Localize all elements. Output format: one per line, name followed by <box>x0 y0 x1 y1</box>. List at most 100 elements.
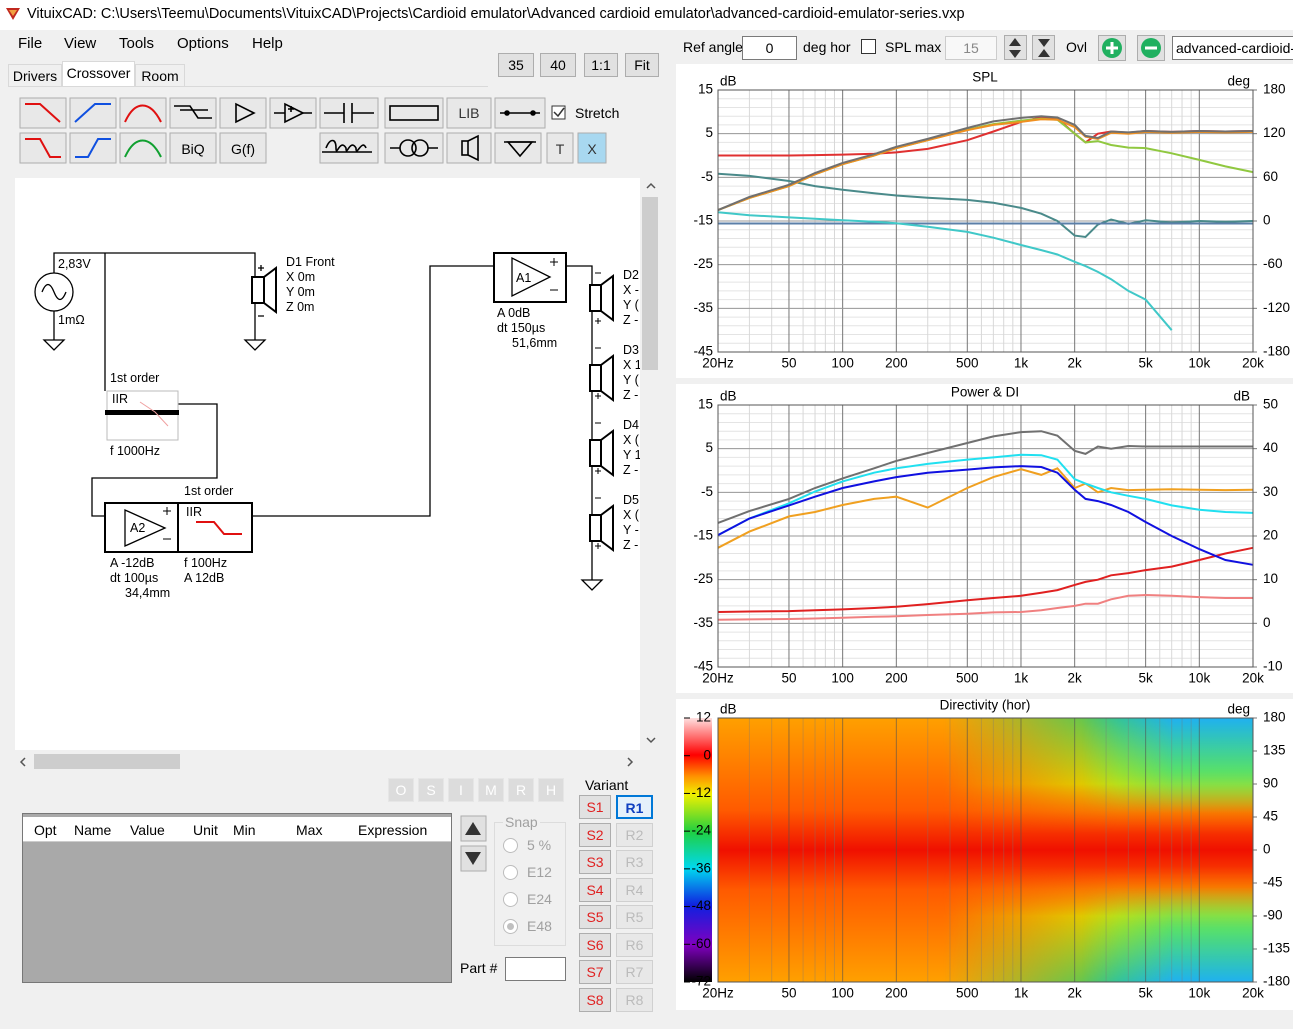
move-arrows[interactable] <box>460 815 488 873</box>
radio-button[interactable] <box>503 892 518 907</box>
y2-tick-label: 0 <box>1263 615 1271 630</box>
column-header[interactable]: Opt <box>34 822 57 838</box>
scroll-thumb[interactable] <box>34 754 180 769</box>
x-button-label[interactable]: X <box>587 141 597 157</box>
driver-label: X 0m <box>286 270 315 284</box>
tab[interactable]: Crossover <box>62 61 135 87</box>
part-button[interactable]: M <box>478 778 504 802</box>
filter-param: f 100Hz <box>184 556 227 570</box>
x-tick-label: 20Hz <box>702 986 734 1001</box>
menu-item[interactable]: Options <box>177 35 229 52</box>
checkbox[interactable] <box>861 39 876 54</box>
tab-line <box>8 86 488 87</box>
scroll-thumb[interactable] <box>642 197 658 370</box>
zoom-button[interactable]: 35 <box>498 53 534 77</box>
variant-r-button[interactable]: R5 <box>616 905 653 929</box>
y-tick-label: -15 <box>693 213 713 228</box>
column-header[interactable]: Max <box>296 822 323 838</box>
driver-label: Z 0m <box>286 300 314 314</box>
part-button[interactable]: R <box>508 778 534 802</box>
x-tick-label: 1k <box>1014 671 1029 686</box>
menu-item[interactable]: File <box>18 35 43 52</box>
variant-s-button[interactable]: S7 <box>579 960 611 984</box>
lib-button-label[interactable]: LIB <box>458 105 479 121</box>
series-line <box>717 172 1254 239</box>
part-input[interactable] <box>505 957 566 981</box>
driver-label: D1 Front <box>286 255 335 269</box>
scroll-arrow[interactable] <box>644 180 658 192</box>
menu-item[interactable]: Help <box>252 35 283 52</box>
y2-tick-label: 0 <box>1263 842 1271 857</box>
driver-label: X ( <box>623 508 640 522</box>
t-button-label[interactable]: T <box>556 141 565 157</box>
ref-angle-input[interactable]: 0 <box>742 36 797 60</box>
part-button[interactable]: I <box>448 778 474 802</box>
x-tick-label: 10k <box>1188 356 1210 371</box>
variant-s-button[interactable]: S2 <box>579 822 611 847</box>
variant-r-button[interactable]: R4 <box>616 877 653 902</box>
biq-button-label[interactable]: BiQ <box>181 141 204 157</box>
scroll-arrow[interactable] <box>624 755 636 769</box>
column-header[interactable]: Min <box>233 822 256 838</box>
x-tick-label: 100 <box>831 671 854 686</box>
x-tick-label: 20Hz <box>702 671 734 686</box>
scroll-arrow[interactable] <box>644 734 658 746</box>
y-tick-label: -25 <box>693 256 713 271</box>
x-tick-label: 100 <box>831 986 854 1001</box>
variant-r-button[interactable]: R7 <box>616 960 653 984</box>
column-header[interactable]: Unit <box>193 822 218 838</box>
series-line <box>717 211 1173 331</box>
tab[interactable]: Drivers <box>8 64 62 87</box>
variant-s-button[interactable]: S1 <box>579 795 611 819</box>
tab[interactable]: Room <box>135 64 185 87</box>
variant-r-button[interactable]: R8 <box>616 987 653 1012</box>
x-tick-label: 200 <box>885 356 908 371</box>
x-tick-label: 20k <box>1242 671 1264 686</box>
y2-tick-label: -180 <box>1263 344 1290 359</box>
amp-label: A1 <box>516 271 531 285</box>
spin-button[interactable] <box>1032 35 1055 60</box>
menu-item[interactable]: View <box>64 35 97 52</box>
amp-param: 34,4mm <box>125 586 170 600</box>
variant-r-button[interactable]: R6 <box>616 932 653 957</box>
variant-s-button[interactable]: S5 <box>579 905 611 929</box>
control-icons <box>1009 38 1161 58</box>
menu-item[interactable]: Tools <box>119 35 155 52</box>
variant-s-button[interactable]: S3 <box>579 850 611 874</box>
y-tick-label: -15 <box>693 528 713 543</box>
radio-button[interactable] <box>503 838 518 853</box>
variant-r-button[interactable]: R3 <box>616 850 653 874</box>
variant-s-button[interactable]: S6 <box>579 932 611 957</box>
variant-s-button[interactable]: S4 <box>579 877 611 902</box>
spl-max-input[interactable]: 15 <box>945 36 997 60</box>
zoom-button[interactable]: 40 <box>540 53 576 77</box>
variant-r-button[interactable]: R2 <box>616 822 653 847</box>
variant-r-button[interactable]: R1 <box>616 795 653 819</box>
stretch-label[interactable]: Stretch <box>575 105 619 121</box>
zoom-button[interactable]: 1:1 <box>584 53 618 77</box>
y-tick-label: -45 <box>693 344 713 359</box>
part-button[interactable]: S <box>418 778 444 802</box>
radio-button[interactable] <box>503 865 518 880</box>
spin-button[interactable] <box>1004 35 1027 60</box>
column-header[interactable]: Name <box>74 822 112 838</box>
scroll-arrow[interactable] <box>17 755 29 769</box>
x-tick-label: 200 <box>885 671 908 686</box>
part-button[interactable]: O <box>388 778 414 802</box>
y2-tick-label: 180 <box>1263 710 1286 725</box>
zoom-button[interactable]: Fit <box>625 53 659 77</box>
gf-button-label[interactable]: G(f) <box>231 141 255 157</box>
snap-title: Snap <box>503 814 540 830</box>
overlay-dropdown[interactable]: advanced-cardioid-e <box>1172 36 1293 60</box>
x-tick-label: 1k <box>1014 356 1029 371</box>
variant-s-button[interactable]: S8 <box>579 987 611 1012</box>
column-header[interactable]: Expression <box>358 822 428 838</box>
driver-label: Y 1 <box>623 448 640 462</box>
y2-tick-label: 30 <box>1263 484 1278 499</box>
amp-param: A -12dB <box>110 556 154 570</box>
part-button[interactable]: H <box>538 778 564 802</box>
amp-param: 51,6mm <box>512 336 557 350</box>
heatmap-layer <box>718 718 1253 982</box>
y-tick-label: 5 <box>705 440 713 455</box>
column-header[interactable]: Value <box>130 822 165 838</box>
